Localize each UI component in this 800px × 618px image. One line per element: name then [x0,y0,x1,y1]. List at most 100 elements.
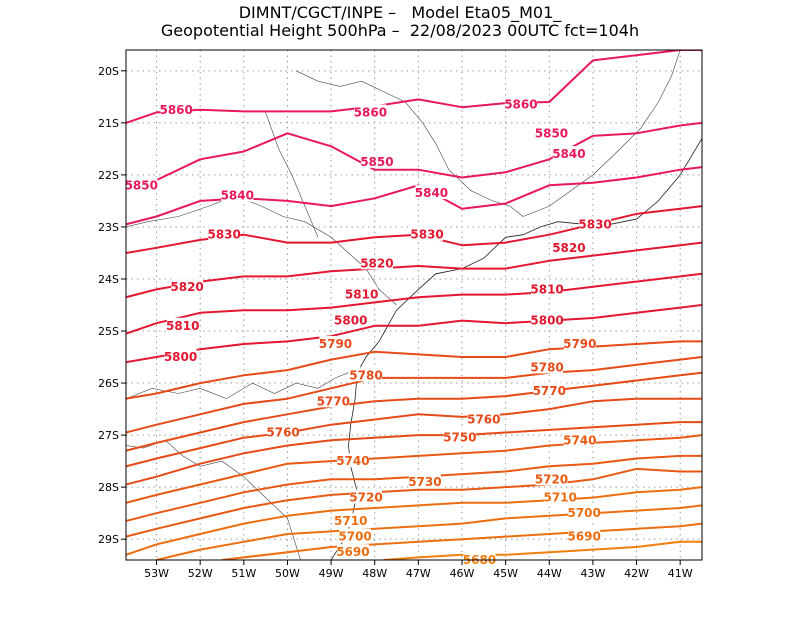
contour-label: 5850 [360,155,393,169]
y-tick-label: 21S [98,117,119,130]
contour-label-background [319,336,352,351]
contour-label: 5770 [533,384,566,398]
contour-label-background [267,424,300,439]
contour-label: 5740 [336,454,369,468]
contour-labels: 5860 5860 5860 5850 5850 5850 5840 5840 5840 5830… [125,96,612,567]
contour-label: 5690 [567,530,600,544]
contour-label: 5730 [408,475,441,489]
contour-label: 5830 [578,217,611,231]
contour-label-background [463,552,496,566]
x-tick-label: 53W [144,567,169,580]
contour-label: 5800 [334,314,367,328]
contour-label: 5810 [345,288,378,302]
axes: 53W 52W 51W 50W 49W 48W 47W 46W 45W 44W 43W 42W 41W 2… [98,65,693,580]
contour-label: 5720 [535,472,568,486]
contour-line-5690 [221,522,702,560]
contour-line-5790 [126,340,702,400]
contour-label-background [411,226,444,241]
contour-label: 5820 [360,256,393,270]
contour-label: 5780 [530,360,563,374]
contour-line-5740 [126,434,702,504]
contour-label-background [544,489,577,504]
contour-label-background [339,528,372,543]
x-tick-label: 42W [624,567,649,580]
contour-label-background [360,255,393,270]
contour-label-background [160,101,193,116]
contour-label-background [164,349,197,364]
contour-line-5800 [126,304,702,364]
contour-label-background [467,411,500,426]
contour-label: 5860 [504,98,537,112]
contour-label: 5840 [221,189,254,203]
contour-label-background [408,473,441,488]
contour-label: 5850 [535,126,568,140]
contour-label: 5760 [467,412,500,426]
contour-label: 5750 [443,431,476,445]
contour-label-background [568,528,601,543]
contour-label: 5800 [530,314,563,328]
contour-label: 5820 [170,280,203,294]
contour-label-background [504,96,537,111]
y-tick-label: 26S [98,377,119,390]
contour-label: 5820 [552,241,585,255]
y-tick-label: 22S [98,169,119,182]
contour-label: 5860 [354,105,387,119]
contour-label: 5780 [349,368,382,382]
contour-line-5700 [156,504,702,560]
contour-label-background [531,281,564,296]
y-tick-label: 28S [98,481,119,494]
contour-label-background [563,336,596,351]
contour-label: 5740 [563,433,596,447]
contour-label-background [125,177,158,192]
contour-line-5710 [126,486,702,556]
contour-label-background [166,317,199,332]
chart-title-line-1: DIMNT/CGCT/INPE – Model Eta05_M01_ [238,3,562,22]
x-tick-label: 51W [231,567,256,580]
x-tick-label: 45W [493,567,518,580]
contour-label: 5840 [552,147,585,161]
contour-line-5750 [126,421,702,486]
contour-label-background [531,359,564,374]
x-tick-label: 50W [275,567,300,580]
contour-label-background [336,544,369,559]
contour-label-background [535,471,568,486]
contour-label: 5760 [266,426,299,440]
plot-frame [125,49,703,561]
contour-label-background [552,239,585,254]
contour-label-background [535,125,568,140]
y-tick-label: 23S [98,221,119,234]
contour-line-5780 [126,356,702,434]
contour-label: 5810 [530,282,563,296]
contour-label: 5700 [567,506,600,520]
chart-title-line-2: Geopotential Height 500hPa – 22/08/2023 … [160,21,640,40]
contour-label-background [579,216,612,231]
y-tick-label: 27S [98,429,119,442]
state-border [265,112,319,238]
contour-line-5860 [126,50,702,124]
contour-label-background [317,393,350,408]
contour-label: 5720 [349,491,382,505]
contour-label-background [552,146,585,161]
contour-label: 5830 [410,228,443,242]
contour-label-background [171,278,204,293]
contour-label: 5700 [338,530,371,544]
contour-line-5770 [126,371,702,452]
contour-label: 5710 [334,514,367,528]
contour-label-background [334,312,367,327]
contour-label-background [345,286,378,301]
contour-label: 5790 [563,337,596,351]
contour-line-5810 [126,272,702,335]
contour-label: 5800 [164,350,197,364]
x-tick-label: 52W [188,567,213,580]
state-border [126,372,349,400]
x-tick-label: 43W [580,567,605,580]
x-tick-label: 48W [362,567,387,580]
contour-line-5680 [383,540,702,560]
contour-label-background [415,185,448,200]
contour-label-background [531,312,564,327]
contour-label-background [208,226,241,241]
contour-line-5720 [126,467,702,538]
contour-label-background [568,505,601,520]
state-border [640,50,681,129]
